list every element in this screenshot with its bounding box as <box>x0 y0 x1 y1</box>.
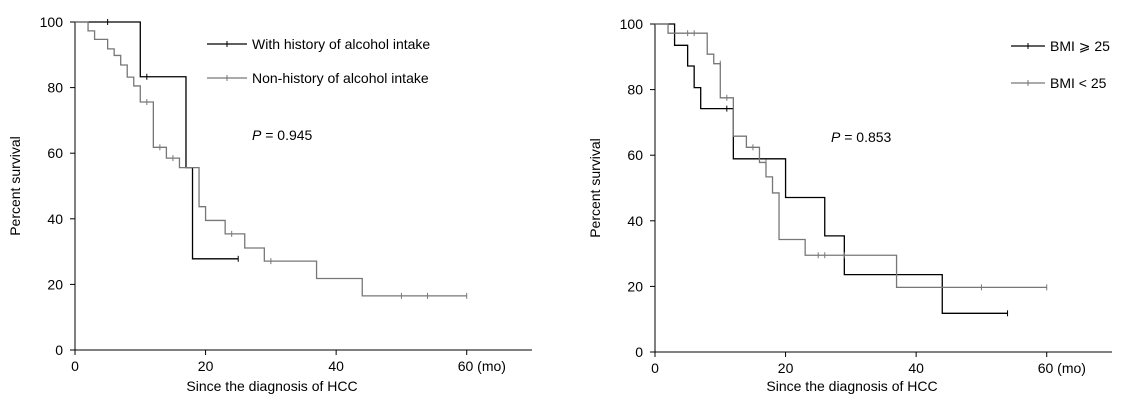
y-tick-label: 60 <box>627 147 643 163</box>
p-value-annotation: P = 0.945 <box>252 127 313 143</box>
survival-curve <box>75 21 467 297</box>
y-axis-label: Percent survival <box>7 136 23 236</box>
x-tick-label: 20 <box>778 360 794 376</box>
p-value-symbol: P <box>252 127 262 143</box>
series-2 <box>655 23 1048 291</box>
p-value-text: = 0.853 <box>840 129 891 145</box>
y-tick-label: 20 <box>627 278 643 294</box>
y-tick-label: 20 <box>47 276 63 292</box>
y-tick-label: 0 <box>55 342 63 358</box>
legend: With history of alcohol intake Non-histor… <box>207 36 430 86</box>
legend-label: BMI < 25 <box>1050 75 1107 91</box>
legend-label: BMI ⩾ 25 <box>1050 38 1110 54</box>
y-tick-label: 40 <box>627 213 643 229</box>
x-tick-label: 20 <box>198 358 214 374</box>
x-axis-label: Since the diagnosis of HCC <box>766 378 937 394</box>
survival-curve <box>655 23 1008 314</box>
survival-curve <box>75 21 239 260</box>
x-tick-label: 40 <box>328 358 344 374</box>
series-2 <box>75 21 468 299</box>
x-tick-label: 60 (mo) <box>458 358 506 374</box>
x-tick-label: 60 (mo) <box>1038 360 1086 376</box>
y-tick-label: 80 <box>627 82 643 98</box>
y-tick-label: 60 <box>47 145 63 161</box>
survival-curve <box>655 23 1047 289</box>
series-1 <box>75 19 239 262</box>
y-tick-label: 100 <box>40 14 64 30</box>
km-chart-2: 0 20 40 60 80 100 0 20 40 60 (mo) Since the diagno… <box>587 16 1112 394</box>
x-tick-label: 40 <box>908 360 924 376</box>
legend: BMI ⩾ 25 BMI < 25 <box>1011 38 1110 91</box>
y-tick-label: 80 <box>47 80 63 96</box>
series-1 <box>655 23 1009 317</box>
x-tick-label: 0 <box>71 358 79 374</box>
y-tick-label: 0 <box>635 344 643 360</box>
x-axis-label: Since the diagnosis of HCC <box>186 378 357 394</box>
p-value-text: = 0.945 <box>261 127 312 143</box>
p-value-annotation: P = 0.853 <box>831 129 892 145</box>
y-axis-label: Percent survival <box>587 138 603 238</box>
y-tick-label: 40 <box>47 211 63 227</box>
legend-label: Non-history of alcohol intake <box>252 70 429 86</box>
x-tick-label: 0 <box>651 360 659 376</box>
km-chart-1: 0 20 40 60 80 100 0 20 40 60 (mo) Since the diagno… <box>7 14 532 394</box>
p-value-symbol: P <box>831 129 841 145</box>
y-tick-label: 100 <box>620 16 644 32</box>
legend-label: With history of alcohol intake <box>252 36 430 52</box>
